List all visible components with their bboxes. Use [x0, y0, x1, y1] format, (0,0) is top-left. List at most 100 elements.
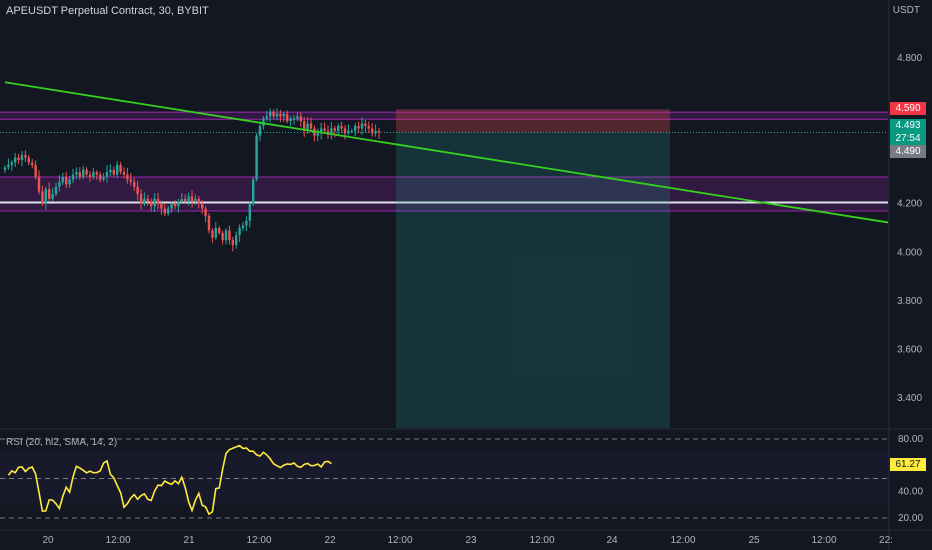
candle [150, 201, 153, 207]
candle [27, 157, 30, 163]
candle [333, 128, 336, 131]
candle [204, 208, 207, 216]
support-resistance-zone [0, 112, 888, 120]
price-tick-label: 4.200 [897, 199, 922, 210]
price-tick-label: 4.800 [897, 53, 922, 64]
candle [54, 186, 58, 194]
candle [180, 198, 183, 202]
candle [51, 194, 54, 199]
candle [31, 162, 34, 165]
candle [337, 126, 340, 131]
rsi-pane[interactable] [0, 438, 888, 519]
candle [34, 164, 37, 177]
rsi-tick-label: 80.00 [898, 434, 923, 445]
candle [88, 174, 92, 177]
candle [357, 126, 360, 129]
trendline [4, 81, 889, 224]
time-tick-label: 22 [324, 535, 336, 546]
take-profit-zone [396, 132, 670, 429]
price-tick-label: 3.400 [897, 393, 922, 404]
candle [126, 174, 129, 180]
candle [354, 126, 357, 131]
candle [61, 177, 64, 182]
time-tick-label: 24 [606, 535, 618, 546]
rsi-value-badge: 61.27 [890, 457, 926, 471]
candle [7, 164, 10, 168]
candle [160, 203, 163, 209]
rsi-tick-label: 40.00 [898, 487, 923, 498]
candle [122, 172, 126, 175]
candle [129, 179, 132, 182]
time-tick-label: 12:00 [246, 535, 271, 546]
candle [3, 167, 7, 170]
candle [364, 123, 367, 126]
candle [112, 169, 115, 175]
candle [228, 230, 231, 241]
candle [255, 135, 258, 180]
time-tick-label: 12:00 [811, 535, 836, 546]
candle [330, 128, 333, 134]
candle [296, 116, 299, 119]
candle [48, 189, 51, 199]
candle [190, 196, 194, 202]
candle [163, 208, 166, 214]
price-tick-label: 3.800 [897, 296, 922, 307]
candle [65, 177, 68, 185]
candle [221, 232, 224, 241]
candle [99, 174, 102, 180]
candle [146, 198, 149, 202]
candle [326, 130, 330, 134]
candle [20, 155, 24, 160]
candle [367, 126, 370, 129]
last-price-badge: 4.493 [890, 118, 926, 132]
candle [343, 128, 347, 134]
candle [109, 169, 112, 173]
candle [320, 128, 323, 134]
candle [279, 113, 282, 117]
candle [194, 198, 197, 202]
time-tick-label: 20 [42, 535, 54, 546]
candle [289, 118, 292, 122]
rsi-label: RSI (20, hl2, SMA, 14, 2) [6, 437, 118, 448]
entry-price-badge: 4.490 [890, 144, 926, 158]
candle [184, 198, 187, 202]
candle [187, 196, 190, 202]
candle [71, 174, 75, 180]
currency-label: USDT [892, 5, 920, 16]
candle [173, 203, 177, 207]
candle [37, 177, 41, 192]
candle [68, 179, 71, 185]
candle [248, 203, 251, 221]
candle [75, 172, 78, 175]
candle [347, 130, 350, 134]
candle [211, 230, 214, 238]
price-pane[interactable] [0, 81, 889, 429]
candle [156, 198, 160, 204]
candle [252, 179, 255, 204]
candle [377, 130, 381, 133]
candle [95, 172, 98, 175]
candle [360, 123, 364, 129]
candle [153, 198, 156, 207]
candle [119, 164, 122, 173]
stop-loss-zone [396, 109, 670, 133]
candle [306, 123, 309, 131]
candle [286, 113, 289, 122]
time-tick-label: 21 [183, 535, 195, 546]
time-tick-label: 12:00 [670, 535, 695, 546]
candle [201, 203, 204, 209]
candle [275, 113, 279, 117]
candle [258, 126, 262, 136]
candle [170, 203, 173, 209]
candle [309, 123, 313, 129]
time-tick-label: 25 [748, 535, 760, 546]
candle [133, 181, 136, 187]
candle [14, 157, 17, 163]
stop-price-badge: 4.590 [890, 102, 926, 115]
candle [350, 130, 353, 132]
candle [235, 235, 238, 245]
rsi-tick-label: 20.00 [898, 513, 923, 524]
candle [207, 215, 211, 231]
